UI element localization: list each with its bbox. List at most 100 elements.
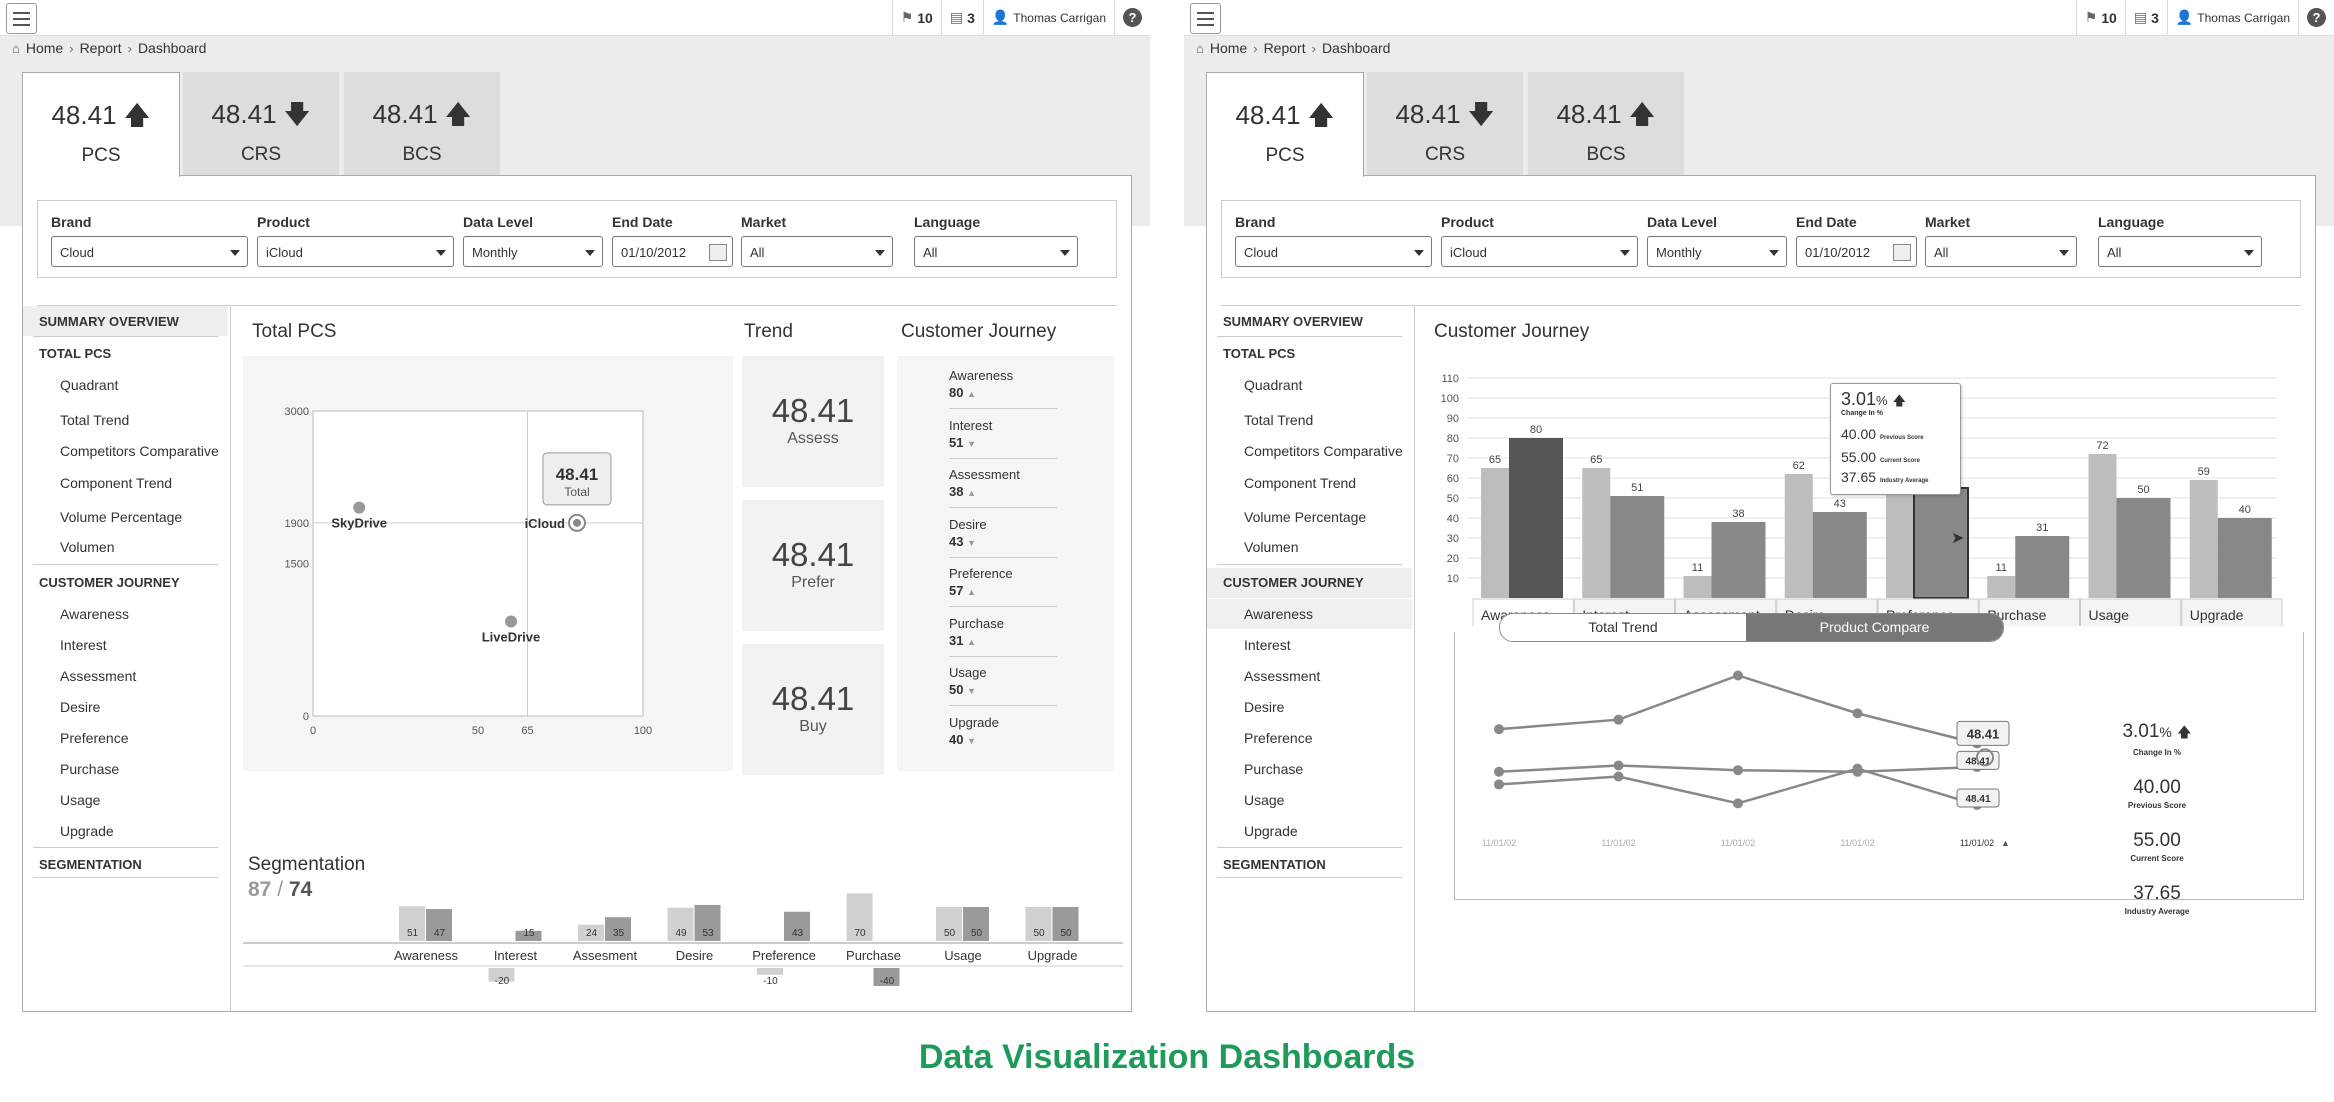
- segmentation-bar-negative[interactable]: [488, 968, 515, 982]
- sidebar-item-usage[interactable]: Usage: [60, 792, 101, 808]
- sidebar-item-customer-journey[interactable]: CUSTOMER JOURNEY: [39, 575, 180, 590]
- tab-pcs[interactable]: 48.41 🡅 PCS: [1206, 72, 1364, 177]
- sidebar-item-customer-journey[interactable]: CUSTOMER JOURNEY: [1223, 575, 1364, 590]
- sidebar-item-total-pcs[interactable]: TOTAL PCS: [39, 346, 112, 361]
- segmentation-bar[interactable]: [578, 924, 604, 941]
- scatter-point[interactable]: [505, 615, 517, 628]
- series-point[interactable]: [1613, 771, 1624, 782]
- tab-bcs[interactable]: 48.41 🡅 BCS: [344, 72, 500, 175]
- segmentation-bar[interactable]: [846, 893, 873, 941]
- sidebar-item-quadrant[interactable]: Quadrant: [60, 377, 119, 393]
- breadcrumb-report[interactable]: Report: [79, 40, 122, 56]
- segmentation-bar[interactable]: [1025, 907, 1052, 941]
- sidebar-item-segmentation[interactable]: SEGMENTATION: [1223, 857, 1326, 872]
- language-select[interactable]: All: [2098, 236, 2262, 267]
- series-point[interactable]: [1613, 760, 1624, 771]
- segmentation-bar[interactable]: [399, 906, 425, 941]
- journey-list-item[interactable]: Desire 43 ▼: [949, 517, 1057, 558]
- journey-bar[interactable]: [1784, 474, 1813, 598]
- segmentation-bar[interactable]: [667, 907, 694, 941]
- market-select[interactable]: All: [1925, 236, 2077, 267]
- flags-counter[interactable]: ⚑ 10: [2075, 0, 2125, 35]
- segmentation-bar[interactable]: [936, 907, 962, 941]
- segmentation-bar[interactable]: [963, 907, 989, 941]
- sidebar-item-volume-percentage[interactable]: Volume Percentage: [60, 509, 183, 525]
- sidebar-item-desire[interactable]: Desire: [1244, 699, 1285, 715]
- flags-counter[interactable]: ⚑ 10: [891, 0, 941, 35]
- trend-card[interactable]: 48.41 Buy: [742, 644, 884, 775]
- data-level-select[interactable]: Monthly: [463, 236, 603, 267]
- sidebar-item-competitors-comparative[interactable]: Competitors Comparative: [60, 443, 219, 459]
- sidebar-item-component-trend[interactable]: Component Trend: [1244, 475, 1357, 491]
- sidebar-item-desire[interactable]: Desire: [60, 699, 101, 715]
- tab-crs[interactable]: 48.41 🡇 CRS: [183, 72, 339, 175]
- journey-category-cell[interactable]: [2181, 598, 2283, 626]
- segmentation-bar-negative[interactable]: [757, 968, 783, 975]
- sidebar-item-quadrant[interactable]: Quadrant: [1244, 377, 1303, 393]
- journey-list-item[interactable]: Preference 57 ▲: [949, 566, 1057, 607]
- segmentation-bar[interactable]: [426, 909, 452, 941]
- product-select[interactable]: iCloud: [1441, 236, 1638, 267]
- series-point[interactable]: [1852, 763, 1863, 774]
- sidebar-item-purchase[interactable]: Purchase: [60, 761, 120, 777]
- sidebar-item-volume-percentage[interactable]: Volume Percentage: [1244, 509, 1367, 525]
- sidebar-item-component-trend[interactable]: Component Trend: [60, 475, 173, 491]
- series-point[interactable]: [1733, 765, 1743, 776]
- tab-pcs[interactable]: 48.41 🡅 PCS: [22, 72, 180, 177]
- sidebar-item-total-trend[interactable]: Total Trend: [1244, 412, 1314, 428]
- tasks-counter[interactable]: ▤ 3: [940, 0, 983, 35]
- end-date-field[interactable]: 01/10/2012: [1796, 236, 1917, 267]
- sidebar-item-awareness[interactable]: Awareness: [1244, 606, 1314, 622]
- series-point[interactable]: [1494, 779, 1504, 790]
- calendar-icon[interactable]: [1893, 244, 1911, 261]
- series-line[interactable]: [1498, 674, 1978, 745]
- scatter-point[interactable]: [353, 501, 366, 514]
- sidebar-item-volumen[interactable]: Volumen: [1244, 539, 1299, 555]
- language-select[interactable]: All: [914, 236, 1078, 267]
- journey-bar-selected[interactable]: [1913, 487, 1969, 599]
- series-point[interactable]: [1494, 766, 1504, 777]
- journey-bar[interactable]: [2116, 498, 2171, 598]
- journey-bar[interactable]: [1582, 468, 1611, 598]
- brand-select[interactable]: Cloud: [1235, 236, 1432, 267]
- segmentation-bar[interactable]: [694, 904, 721, 941]
- sidebar-item-volumen[interactable]: Volumen: [60, 539, 115, 555]
- breadcrumb-home[interactable]: Home: [25, 40, 64, 56]
- sidebar-item-upgrade[interactable]: Upgrade: [1244, 823, 1298, 839]
- tab-bcs[interactable]: 48.41 🡅 BCS: [1528, 72, 1684, 175]
- segmentation-bar[interactable]: [515, 930, 542, 941]
- journey-bar[interactable]: [2189, 480, 2218, 598]
- journey-bar[interactable]: [1812, 512, 1867, 598]
- segmentation-bar[interactable]: [605, 917, 631, 941]
- journey-list-item[interactable]: Awareness 80 ▲: [949, 368, 1057, 409]
- journey-bar[interactable]: [1610, 496, 1665, 598]
- trend-card[interactable]: 48.41 Assess: [742, 356, 884, 487]
- journey-bar[interactable]: [1886, 494, 1914, 598]
- toggle-product-compare[interactable]: Product Compare: [1746, 614, 2003, 641]
- data-level-select[interactable]: Monthly: [1647, 236, 1787, 267]
- sidebar-item-assessment[interactable]: Assessment: [60, 668, 137, 684]
- end-date-field[interactable]: 01/10/2012: [612, 236, 733, 267]
- series-point[interactable]: [1613, 714, 1624, 725]
- product-select[interactable]: iCloud: [257, 236, 454, 267]
- brand-select[interactable]: Cloud: [51, 236, 248, 267]
- sidebar-item-summary-overview[interactable]: SUMMARY OVERVIEW: [1223, 314, 1363, 329]
- journey-bar[interactable]: [2015, 536, 2070, 598]
- journey-bar[interactable]: [1509, 438, 1563, 598]
- segmentation-bar-negative[interactable]: [873, 968, 900, 986]
- sidebar-item-interest[interactable]: Interest: [1244, 637, 1291, 653]
- sidebar-item-preference[interactable]: Preference: [1244, 730, 1313, 746]
- tab-crs[interactable]: 48.41 🡇 CRS: [1367, 72, 1523, 175]
- segmentation-bar[interactable]: [784, 911, 810, 941]
- segmentation-bar[interactable]: [1052, 907, 1079, 941]
- journey-list-item[interactable]: Assessment 38 ▲: [949, 467, 1057, 508]
- breadcrumb-report[interactable]: Report: [1263, 40, 1306, 56]
- series-point[interactable]: [1852, 708, 1863, 719]
- hamburger-menu-icon[interactable]: [1190, 3, 1221, 34]
- series-point[interactable]: [1494, 724, 1504, 735]
- user-menu[interactable]: 👤 Thomas Carrigan: [982, 0, 1114, 35]
- tasks-counter[interactable]: ▤ 3: [2124, 0, 2167, 35]
- journey-bar[interactable]: [1711, 522, 1766, 598]
- toggle-total-trend[interactable]: Total Trend: [1500, 614, 1746, 641]
- journey-bar[interactable]: [2217, 518, 2272, 598]
